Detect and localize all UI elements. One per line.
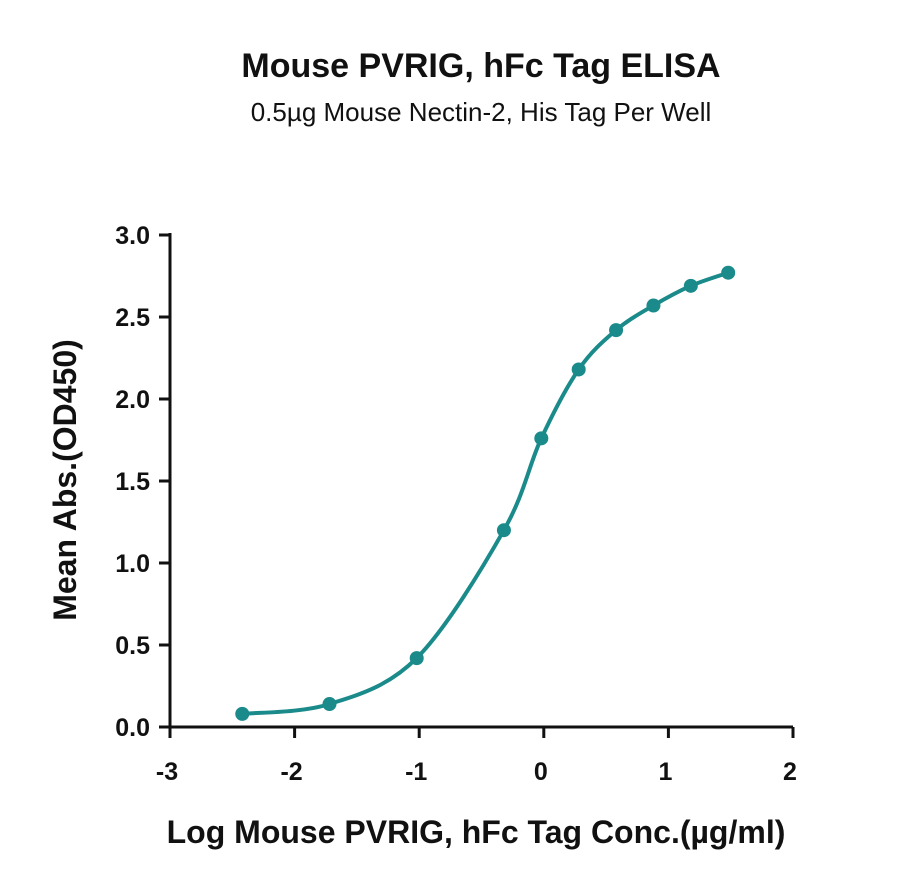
x-axis-label: Log Mouse PVRIG, hFc Tag Conc.(µg/ml)	[167, 814, 786, 850]
chart-subtitle: 0.5µg Mouse Nectin-2, His Tag Per Well	[251, 97, 712, 127]
data-points	[235, 265, 736, 721]
y-tick-label: 2.0	[115, 386, 150, 414]
plot-area: 0.0 0.5 1.0 1.5 2.0 2.5 3.0 -3 -2 -1 0 1 2	[115, 222, 797, 786]
chart-title: Mouse PVRIG, hFc Tag ELISA	[241, 47, 720, 85]
data-point	[235, 706, 250, 721]
x-tick-label: 2	[783, 758, 797, 786]
data-point	[534, 431, 549, 446]
x-tick-label: -1	[405, 758, 427, 786]
y-tick-label: 1.0	[115, 550, 150, 578]
y-axis-label: Mean Abs.(OD450)	[47, 339, 83, 621]
x-tick-label: -2	[280, 758, 302, 786]
y-tick-label: 3.0	[115, 222, 150, 250]
data-point	[409, 651, 424, 666]
y-tick-label: 0.5	[115, 632, 150, 660]
y-tick-label: 0.0	[115, 714, 150, 742]
data-point	[646, 298, 661, 313]
y-axis-ticks: 0.0 0.5 1.0 1.5 2.0 2.5 3.0	[115, 222, 170, 742]
data-point	[609, 323, 624, 338]
x-axis-ticks: -3 -2 -1 0 1 2	[156, 727, 797, 786]
y-tick-label: 1.5	[115, 468, 150, 496]
data-point	[571, 362, 586, 377]
y-tick-label: 2.5	[115, 304, 150, 332]
data-point	[322, 697, 337, 712]
data-point	[721, 265, 736, 280]
fit-curve	[242, 270, 729, 716]
data-point	[496, 523, 511, 538]
x-tick-label: 0	[534, 758, 548, 786]
data-point	[683, 278, 698, 293]
x-tick-label: 1	[658, 758, 672, 786]
x-tick-label: -3	[156, 758, 178, 786]
